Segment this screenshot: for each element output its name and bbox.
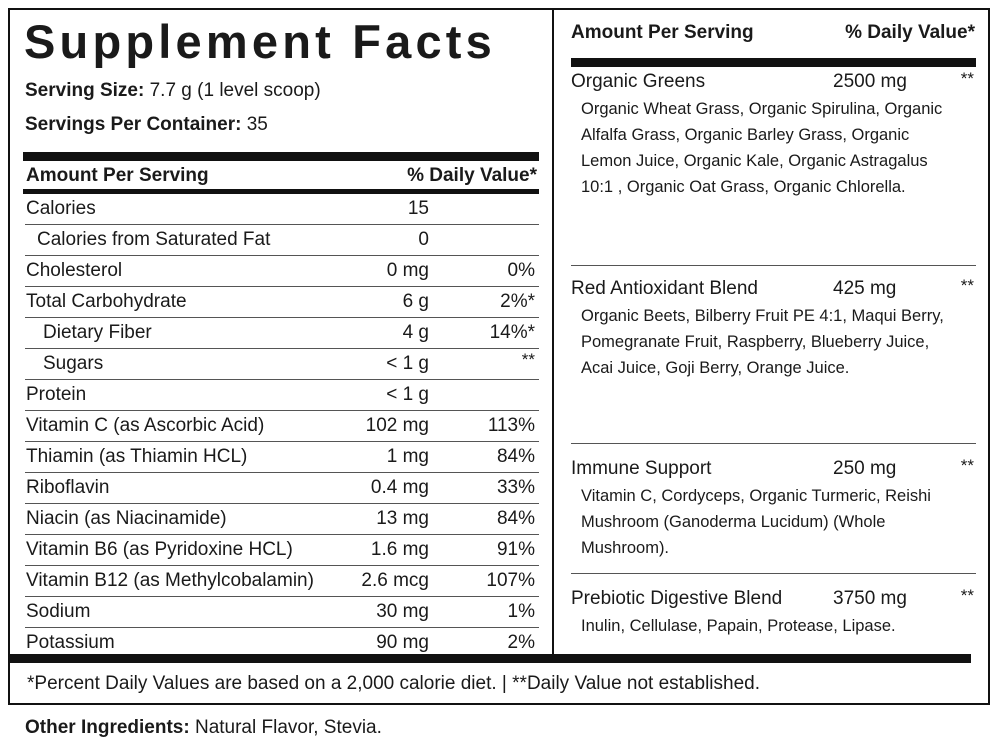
blend-name: Organic Greens bbox=[571, 71, 706, 92]
nutrient-row: Total Carbohydrate 6 g 2%* bbox=[25, 287, 539, 318]
other-ingredients-value: Natural Flavor, Stevia. bbox=[194, 717, 382, 738]
blend-divider bbox=[571, 443, 976, 444]
nutrient-name: Protein bbox=[26, 384, 87, 405]
nutrient-row: Potassium 90 mg 2% bbox=[25, 628, 539, 659]
nutrient-daily-value: ** bbox=[521, 350, 535, 369]
nutrient-amount: 0 bbox=[418, 229, 429, 250]
blend-ingredients: Organic Wheat Grass, Organic Spirulina, … bbox=[581, 100, 943, 196]
nutrient-name: Cholesterol bbox=[26, 260, 123, 281]
nutrient-row: Calories from Saturated Fat 0 bbox=[25, 225, 539, 256]
nutrient-amount: 15 bbox=[407, 198, 429, 219]
nutrient-name: Calories from Saturated Fat bbox=[37, 229, 271, 250]
other-ingredients: Other Ingredients: Natural Flavor, Stevi… bbox=[25, 717, 382, 739]
blend-amount: 250 mg bbox=[833, 458, 897, 479]
nutrient-daily-value: 2% bbox=[507, 632, 535, 653]
nutrient-amount: < 1 g bbox=[386, 384, 429, 405]
nutrient-name: Calories bbox=[26, 198, 96, 219]
nutrient-name: Vitamin B6 (as Pyridoxine HCL) bbox=[26, 539, 293, 560]
panel-title: Supplement Facts bbox=[24, 15, 497, 68]
nutrient-row: Cholesterol 0 mg 0% bbox=[25, 256, 539, 287]
nutrient-daily-value: 33% bbox=[496, 477, 535, 498]
servings-per-container: Servings Per Container: 35 bbox=[25, 113, 268, 137]
nutrient-amount: 0 mg bbox=[386, 260, 429, 281]
nutrient-amount: < 1 g bbox=[386, 353, 429, 374]
nutrient-row: Sugars < 1 g ** bbox=[25, 349, 539, 380]
nutrient-daily-value: 14%* bbox=[489, 322, 535, 343]
nutrient-daily-value: 91% bbox=[496, 539, 535, 560]
blend-amount: 3750 mg bbox=[833, 588, 907, 609]
nutrient-name: Sodium bbox=[26, 601, 91, 622]
blend-daily-value-header: % Daily Value* bbox=[845, 22, 975, 43]
nutrient-row: Vitamin B6 (as Pyridoxine HCL) 1.6 mg 91% bbox=[25, 535, 539, 566]
blend-amount: 2500 mg bbox=[833, 71, 907, 92]
daily-value-footnote: *Percent Daily Values are based on a 2,0… bbox=[27, 673, 761, 694]
nutrient-name: Vitamin B12 (as Methylcobalamin) bbox=[26, 570, 314, 591]
nutrient-row: Thiamin (as Thiamin HCL) 1 mg 84% bbox=[25, 442, 539, 473]
blend-amount-per-serving-header: Amount Per Serving bbox=[571, 22, 754, 43]
nutrient-daily-value: 2%* bbox=[500, 291, 535, 312]
nutrient-amount: 0.4 mg bbox=[370, 477, 429, 498]
blend-name: Immune Support bbox=[571, 458, 712, 479]
blend-daily-value: ** bbox=[960, 69, 974, 88]
nutrient-amount: 13 mg bbox=[376, 508, 429, 529]
nutrient-name: Niacin (as Niacinamide) bbox=[26, 508, 227, 529]
serving-size-value: 7.7 g (1 level scoop) bbox=[149, 80, 321, 101]
nutrient-row: Vitamin B12 (as Methylcobalamin) 2.6 mcg 1… bbox=[25, 566, 539, 597]
serving-size: Serving Size: 7.7 g (1 level scoop) bbox=[25, 79, 321, 103]
nutrient-row: Dietary Fiber 4 g 14%* bbox=[25, 318, 539, 349]
nutrient-name: Riboflavin bbox=[26, 477, 110, 498]
blend-amount: 425 mg bbox=[833, 278, 897, 299]
nutrient-name: Sugars bbox=[43, 353, 104, 374]
blend-header-rule bbox=[571, 58, 976, 67]
nutrient-name: Vitamin C (as Ascorbic Acid) bbox=[26, 415, 265, 436]
blend-name: Prebiotic Digestive Blend bbox=[571, 588, 783, 609]
nutrient-table-header: Amount Per Serving % Daily Value* bbox=[25, 163, 537, 189]
nutrient-amount: 4 g bbox=[402, 322, 429, 343]
blend-divider bbox=[571, 265, 976, 266]
daily-value-header: % Daily Value* bbox=[407, 165, 537, 186]
other-ingredients-label: Other Ingredients: bbox=[25, 717, 190, 738]
nutrient-name: Potassium bbox=[26, 632, 115, 653]
nutrient-daily-value: 1% bbox=[507, 601, 535, 622]
blend-daily-value: ** bbox=[960, 456, 974, 475]
nutrient-amount: 1 mg bbox=[386, 446, 429, 467]
column-divider bbox=[552, 8, 554, 656]
nutrient-name: Total Carbohydrate bbox=[26, 291, 187, 312]
nutrient-amount: 2.6 mcg bbox=[361, 570, 429, 591]
nutrient-name: Dietary Fiber bbox=[43, 322, 152, 343]
nutrient-row: Vitamin C (as Ascorbic Acid) 102 mg 113% bbox=[25, 411, 539, 442]
serving-size-label: Serving Size: bbox=[25, 80, 145, 101]
blend-daily-value: ** bbox=[960, 586, 974, 605]
blend-ingredients: Organic Beets, Bilberry Fruit PE 4:1, Ma… bbox=[581, 307, 944, 377]
nutrient-amount: 30 mg bbox=[376, 601, 429, 622]
amount-per-serving-header: Amount Per Serving bbox=[26, 165, 209, 186]
nutrient-amount: 6 g bbox=[402, 291, 429, 312]
nutrient-row: Calories 15 bbox=[25, 194, 539, 225]
blend-divider bbox=[571, 573, 976, 574]
nutrient-amount: 1.6 mg bbox=[370, 539, 429, 560]
nutrient-row: Niacin (as Niacinamide) 13 mg 84% bbox=[25, 504, 539, 535]
nutrient-daily-value: 0% bbox=[507, 260, 535, 281]
bottom-thick-rule bbox=[8, 654, 971, 663]
blend-ingredients: Inulin, Cellulase, Papain, Protease, Lip… bbox=[581, 617, 896, 635]
nutrient-daily-value: 84% bbox=[496, 446, 535, 467]
blend-name: Red Antioxidant Blend bbox=[571, 278, 758, 299]
blend-ingredients: Vitamin C, Cordyceps, Organic Turmeric, … bbox=[581, 487, 931, 557]
header-rule bbox=[23, 189, 539, 194]
nutrient-name: Thiamin (as Thiamin HCL) bbox=[26, 446, 248, 467]
nutrient-row: Riboflavin 0.4 mg 33% bbox=[25, 473, 539, 504]
nutrient-amount: 102 mg bbox=[365, 415, 429, 436]
nutrient-daily-value: 107% bbox=[486, 570, 535, 591]
blend-daily-value: ** bbox=[960, 276, 974, 295]
nutrient-daily-value: 113% bbox=[487, 415, 535, 436]
thick-rule-top bbox=[23, 152, 539, 161]
supplement-facts-panel bbox=[8, 8, 990, 705]
servings-per-container-label: Servings Per Container: bbox=[25, 114, 242, 135]
nutrient-amount: 90 mg bbox=[376, 632, 429, 653]
nutrient-daily-value: 84% bbox=[496, 508, 535, 529]
servings-per-container-value: 35 bbox=[246, 114, 268, 135]
nutrient-row: Protein < 1 g bbox=[25, 380, 539, 411]
nutrient-row: Sodium 30 mg 1% bbox=[25, 597, 539, 628]
